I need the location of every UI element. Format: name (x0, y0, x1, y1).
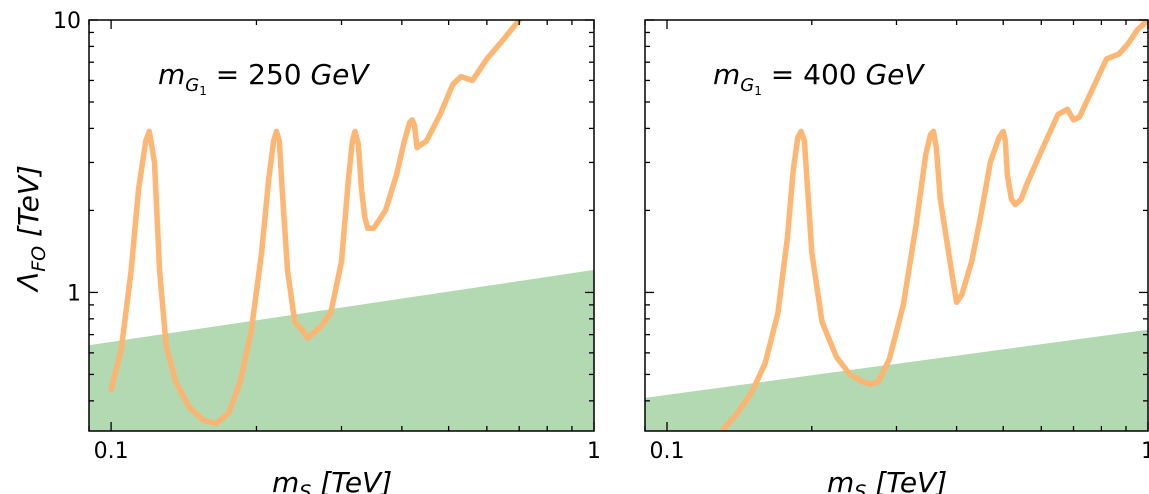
right-panel: 0.1 1 mG1 = 400 GeV mS [TeV] (644, 19, 1149, 494)
annotation-right: mG1 = 400 GeV (713, 58, 925, 98)
x-tick-label: 1 (1141, 439, 1149, 464)
x-tick-label: 1 (587, 439, 601, 464)
xlabel-m: m (272, 466, 299, 494)
y-axis-label: ΛFO [TeV] (12, 165, 50, 293)
annot-unit: GeV (865, 58, 925, 91)
x-axis-label-left: mS [TeV] (272, 466, 392, 494)
xlabel-m: m (827, 466, 854, 494)
ylabel-lambda: Λ (12, 272, 45, 293)
annot-eq: = 250 (207, 58, 311, 91)
annot-subsub: 1 (754, 84, 762, 98)
annot-subsub: 1 (199, 84, 207, 98)
annot-eq: = 400 (762, 58, 866, 91)
xlabel-rest: [TeV] (866, 466, 947, 494)
x-tick-label: 0.1 (650, 439, 685, 464)
xlabel-rest: [TeV] (311, 466, 392, 494)
exclusion-band (645, 329, 1148, 431)
annotation-left: mG1 = 250 GeV (158, 58, 370, 98)
y-tick-label: 1 (67, 281, 81, 306)
series-line-0 (719, 20, 1148, 431)
exclusion-band (89, 269, 594, 431)
annot-m: m (713, 58, 740, 91)
ylabel-sub: FO (28, 246, 50, 272)
series-line-0 (108, 20, 522, 427)
annot-unit: GeV (310, 58, 370, 91)
annot-sub: G (740, 75, 754, 96)
y-tick-label: 10 (53, 9, 81, 34)
annot-sub: G (185, 75, 199, 96)
xlabel-sub: S (854, 481, 866, 494)
ylabel-rest: [TeV] (12, 165, 45, 246)
x-axis-label-right: mS [TeV] (827, 466, 947, 494)
xlabel-sub: S (299, 481, 311, 494)
x-tick-label: 0.1 (94, 439, 129, 464)
annot-m: m (158, 58, 185, 91)
